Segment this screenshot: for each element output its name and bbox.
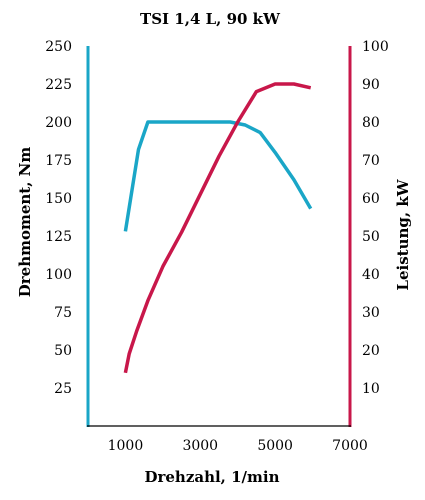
- chart-title: TSI 1,4 L, 90 kW: [140, 10, 281, 28]
- y-right-tick-label: 10: [362, 381, 380, 397]
- y-left-tick-label: 175: [45, 153, 72, 169]
- y-right-tick-label: 30: [362, 305, 380, 321]
- power-curve: [123, 82, 312, 374]
- y-left-tick-label: 100: [45, 267, 72, 283]
- tick-labels: 1000 3000 5000 7000 25 50 75 100 125 150 175 200 225…: [45, 39, 388, 454]
- series-lines: [123, 82, 313, 374]
- y-left-tick-label: 200: [45, 115, 72, 131]
- y-right-tick-label: 60: [362, 191, 380, 207]
- axes: [86, 46, 352, 427]
- x-axis-label: Drehzahl, 1/min: [144, 468, 279, 486]
- y-left-tick-label: 25: [54, 381, 72, 397]
- x-tick-label: 1000: [108, 438, 144, 454]
- x-tick-label: 5000: [257, 438, 293, 454]
- y-right-tick-label: 100: [362, 39, 389, 55]
- y-right-tick-label: 20: [362, 343, 380, 359]
- torque-curve: [123, 120, 313, 232]
- y-left-tick-label: 250: [45, 39, 72, 55]
- x-tick-label: 3000: [182, 438, 218, 454]
- y-left-tick-label: 75: [54, 305, 72, 321]
- y-right-tick-label: 80: [362, 115, 380, 131]
- y-axis-left-label: Drehmoment, Nm: [16, 147, 34, 298]
- y-left-tick-label: 225: [45, 77, 72, 93]
- y-left-tick-label: 50: [54, 343, 72, 359]
- x-tick-label: 7000: [332, 438, 368, 454]
- y-right-tick-label: 70: [362, 153, 380, 169]
- y-left-tick-label: 125: [45, 229, 72, 245]
- y-right-tick-label: 50: [362, 229, 380, 245]
- y-right-tick-label: 90: [362, 77, 380, 93]
- y-right-tick-label: 40: [362, 267, 380, 283]
- y-left-tick-label: 150: [45, 191, 72, 207]
- y-axis-right-label: Leistung, kW: [394, 178, 412, 290]
